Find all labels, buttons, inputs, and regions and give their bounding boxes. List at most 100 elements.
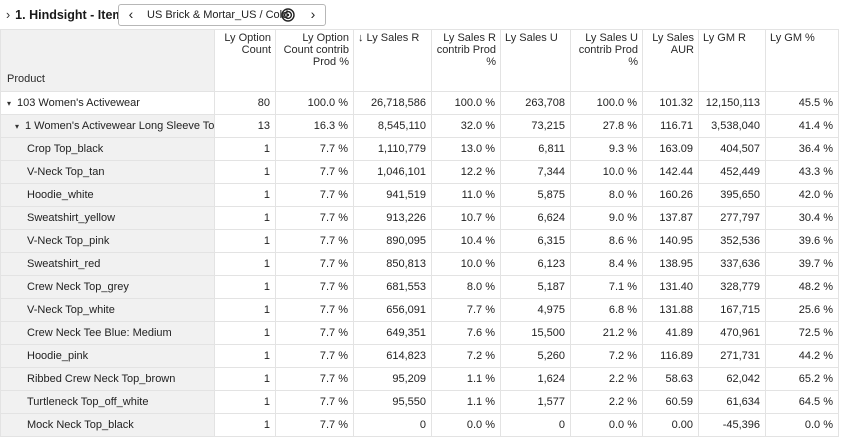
table-cell[interactable]: 7.7 % xyxy=(431,298,501,322)
column-header[interactable]: Ly Option Count contrib Prod % xyxy=(275,29,354,92)
row-label-cell[interactable]: Sweatshirt_yellow xyxy=(0,206,215,230)
table-row[interactable]: V-Neck Top_pink 1 7.7 % 890,095 10.4 % 6,315 8… xyxy=(0,229,839,253)
table-cell[interactable]: 116.71 xyxy=(642,114,699,138)
table-cell[interactable]: 9.3 % xyxy=(570,137,643,161)
table-row[interactable]: Crew Neck Top_grey 1 7.7 % 681,553 8.0 % 5,18… xyxy=(0,275,839,299)
table-cell[interactable]: 80 xyxy=(214,91,276,115)
table-cell[interactable]: 1.1 % xyxy=(431,367,501,391)
table-cell[interactable]: 8,545,110 xyxy=(353,114,432,138)
table-cell[interactable]: 1 xyxy=(214,413,276,437)
table-cell[interactable]: 7.7 % xyxy=(275,183,354,207)
table-cell[interactable]: 15,500 xyxy=(500,321,571,345)
table-cell[interactable]: 328,779 xyxy=(698,275,766,299)
table-cell[interactable]: 10.7 % xyxy=(431,206,501,230)
table-row[interactable]: Sweatshirt_red 1 7.7 % 850,813 10.0 % 6,123 8.… xyxy=(0,252,839,276)
table-row[interactable]: V-Neck Top_white 1 7.7 % 656,091 7.7 % 4,975 6… xyxy=(0,298,839,322)
table-cell[interactable]: 101.32 xyxy=(642,91,699,115)
table-cell[interactable]: 890,095 xyxy=(353,229,432,253)
table-cell[interactable]: 12.2 % xyxy=(431,160,501,184)
table-cell[interactable]: 1 xyxy=(214,321,276,345)
table-cell[interactable]: 7.7 % xyxy=(275,160,354,184)
table-cell[interactable]: 6,624 xyxy=(500,206,571,230)
row-label-cell[interactable]: ▾ 1 Women's Activewear Long Sleeve Tops xyxy=(0,114,215,138)
table-cell[interactable]: 656,091 xyxy=(353,298,432,322)
table-cell[interactable]: 39.7 % xyxy=(765,252,839,276)
table-cell[interactable]: 2.2 % xyxy=(570,390,643,414)
table-cell[interactable]: 0.0 % xyxy=(765,413,839,437)
table-cell[interactable]: 131.88 xyxy=(642,298,699,322)
table-cell[interactable]: 6,123 xyxy=(500,252,571,276)
table-cell[interactable]: 7.7 % xyxy=(275,367,354,391)
table-cell[interactable]: 13 xyxy=(214,114,276,138)
table-cell[interactable]: 10.0 % xyxy=(570,160,643,184)
table-cell[interactable]: 100.0 % xyxy=(570,91,643,115)
table-cell[interactable]: 681,553 xyxy=(353,275,432,299)
table-row[interactable]: ▾ 103 Women's Activewear 80 100.0 % 26,718,5… xyxy=(0,91,839,115)
table-row[interactable]: V-Neck Top_tan 1 7.7 % 1,046,101 12.2 % 7,344… xyxy=(0,160,839,184)
row-label-cell[interactable]: Crew Neck Tee Blue: Medium xyxy=(0,321,215,345)
table-cell[interactable]: 1 xyxy=(214,252,276,276)
table-cell[interactable]: 163.09 xyxy=(642,137,699,161)
table-cell[interactable]: 7.7 % xyxy=(275,413,354,437)
table-cell[interactable]: 61,634 xyxy=(698,390,766,414)
column-header[interactable]: Ly GM R xyxy=(698,29,766,92)
table-cell[interactable]: 13.0 % xyxy=(431,137,501,161)
table-cell[interactable]: 1,624 xyxy=(500,367,571,391)
table-cell[interactable]: 649,351 xyxy=(353,321,432,345)
row-label-cell[interactable]: Sweatshirt_red xyxy=(0,252,215,276)
table-row[interactable]: ▾ 1 Women's Activewear Long Sleeve Tops 13… xyxy=(0,114,839,138)
table-cell[interactable]: 64.5 % xyxy=(765,390,839,414)
table-cell[interactable]: 1 xyxy=(214,229,276,253)
table-cell[interactable]: 42.0 % xyxy=(765,183,839,207)
table-cell[interactable]: 7.1 % xyxy=(570,275,643,299)
target-icon[interactable] xyxy=(281,8,295,22)
table-cell[interactable]: 1 xyxy=(214,390,276,414)
table-cell[interactable]: 10.4 % xyxy=(431,229,501,253)
table-cell[interactable]: 48.2 % xyxy=(765,275,839,299)
row-label-cell[interactable]: Crop Top_black xyxy=(0,137,215,161)
table-row[interactable]: Hoodie_pink 1 7.7 % 614,823 7.2 % 5,260 7.2 % 1… xyxy=(0,344,839,368)
table-cell[interactable]: 62,042 xyxy=(698,367,766,391)
table-cell[interactable]: 140.95 xyxy=(642,229,699,253)
table-cell[interactable]: 7.7 % xyxy=(275,390,354,414)
table-cell[interactable]: 8.0 % xyxy=(431,275,501,299)
table-cell[interactable]: 7.7 % xyxy=(275,252,354,276)
next-button[interactable]: › xyxy=(310,6,316,22)
table-cell[interactable]: 100.0 % xyxy=(431,91,501,115)
table-cell[interactable]: 5,187 xyxy=(500,275,571,299)
table-cell[interactable]: 41.89 xyxy=(642,321,699,345)
table-cell[interactable]: 39.6 % xyxy=(765,229,839,253)
table-cell[interactable]: 7.6 % xyxy=(431,321,501,345)
row-label-cell[interactable]: Hoodie_white xyxy=(0,183,215,207)
table-cell[interactable]: 11.0 % xyxy=(431,183,501,207)
row-label-cell[interactable]: Mock Neck Top_black xyxy=(0,413,215,437)
table-cell[interactable]: 263,708 xyxy=(500,91,571,115)
table-cell[interactable]: 6.8 % xyxy=(570,298,643,322)
table-cell[interactable]: 58.63 xyxy=(642,367,699,391)
row-label-cell[interactable]: V-Neck Top_tan xyxy=(0,160,215,184)
table-cell[interactable]: 0 xyxy=(353,413,432,437)
table-cell[interactable]: 7.7 % xyxy=(275,206,354,230)
table-cell[interactable]: 941,519 xyxy=(353,183,432,207)
table-cell[interactable]: 6,315 xyxy=(500,229,571,253)
table-cell[interactable]: 43.3 % xyxy=(765,160,839,184)
table-cell[interactable]: 73,215 xyxy=(500,114,571,138)
collapse-toggle-icon[interactable]: ▾ xyxy=(7,99,12,108)
table-cell[interactable]: 44.2 % xyxy=(765,344,839,368)
table-cell[interactable]: 8.4 % xyxy=(570,252,643,276)
table-cell[interactable]: 1 xyxy=(214,137,276,161)
column-header[interactable]: Ly Option Count xyxy=(214,29,276,92)
table-cell[interactable]: 138.95 xyxy=(642,252,699,276)
table-cell[interactable]: 9.0 % xyxy=(570,206,643,230)
table-cell[interactable]: 337,636 xyxy=(698,252,766,276)
table-cell[interactable]: 1,110,779 xyxy=(353,137,432,161)
table-cell[interactable]: 7.7 % xyxy=(275,229,354,253)
table-cell[interactable]: 7.7 % xyxy=(275,321,354,345)
table-cell[interactable]: 271,731 xyxy=(698,344,766,368)
table-cell[interactable]: 8.0 % xyxy=(570,183,643,207)
table-cell[interactable]: 30.4 % xyxy=(765,206,839,230)
table-cell[interactable]: 395,650 xyxy=(698,183,766,207)
table-cell[interactable]: 1 xyxy=(214,367,276,391)
table-row[interactable]: Crew Neck Tee Blue: Medium 1 7.7 % 649,351 7… xyxy=(0,321,839,345)
table-cell[interactable]: 1 xyxy=(214,183,276,207)
